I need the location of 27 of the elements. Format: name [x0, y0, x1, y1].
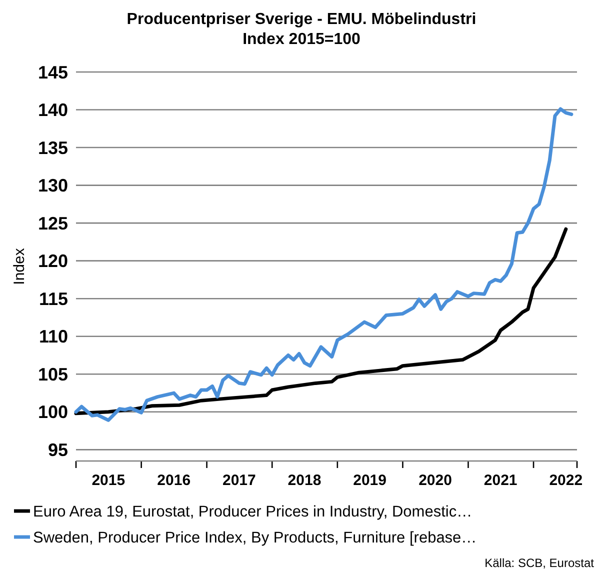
x-tick-label: 2015 — [92, 472, 126, 489]
y-tick-label: 110 — [38, 326, 68, 347]
y-tick-label: 100 — [38, 402, 68, 422]
x-tick-label: 2016 — [157, 472, 191, 489]
legend-label: Sweden, Producer Price Index, By Products, Furniture [rebase… — [33, 529, 477, 546]
x-tick-label: 2019 — [353, 472, 386, 489]
x-tick-label: 2021 — [484, 472, 518, 489]
y-tick-label: 105 — [38, 364, 68, 384]
y-tick-label: 135 — [38, 138, 68, 158]
chart-subtitle: Index 2015=100 — [242, 31, 361, 48]
y-tick-label: 95 — [48, 440, 68, 460]
y-tick-label: 130 — [38, 176, 68, 196]
y-tick-label: 125 — [38, 213, 68, 234]
line-series — [74, 107, 574, 422]
x-tick-label: 2018 — [288, 472, 322, 489]
y-tick-label: 120 — [38, 251, 68, 272]
y-axis-title: Index — [11, 248, 28, 285]
y-tick-label: 140 — [38, 100, 68, 120]
x-tick-label: 2022 — [549, 472, 583, 489]
text: Källa: SCB, Eurostat — [484, 556, 595, 570]
x-tick-label: 2017 — [222, 472, 256, 489]
chart-title: Producentpriser Sverige - EMU. Möbelindustri — [126, 11, 476, 28]
y-tick-label: 115 — [38, 288, 68, 309]
y-tick-label: 145 — [38, 62, 68, 82]
x-tick-label: 2020 — [418, 472, 452, 489]
legend-label: Euro Area 19, Eurostat, Producer Prices in Industry, Domestic… — [33, 503, 472, 520]
line-series — [74, 227, 568, 416]
